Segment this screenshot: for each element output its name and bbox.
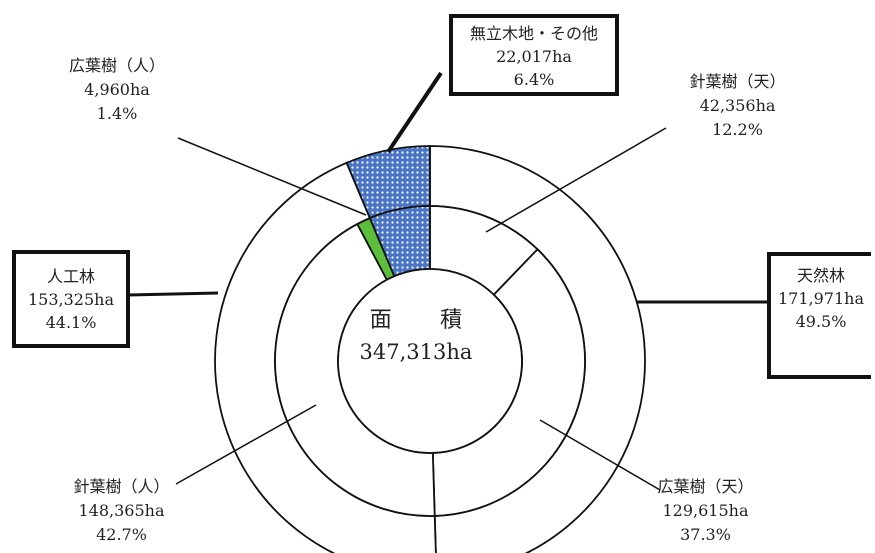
- label-unforested-other: 無立木地・その他 22,017ha 6.4%: [449, 14, 619, 96]
- label-unforested-name: 無立木地・その他: [469, 24, 598, 43]
- label-bn-name: 広葉樹（天）: [657, 477, 754, 496]
- label-bp-area: 4,960ha: [84, 80, 150, 99]
- label-unforested-percent: 6.4%: [513, 70, 555, 89]
- label-natural-name: 天然林: [796, 266, 845, 285]
- label-planted-percent: 44.1%: [45, 313, 97, 332]
- label-broadleaf-planted: 広葉樹（人） 4,960ha 1.4%: [42, 54, 192, 126]
- label-conifer-planted: 針葉樹（人） 148,365ha 42.7%: [44, 475, 199, 547]
- label-planted-area: 153,325ha: [27, 290, 114, 309]
- label-planted-forest: 人工林 153,325ha 44.1%: [12, 250, 130, 348]
- center-title: 面 積: [369, 308, 476, 333]
- label-bn-percent: 37.3%: [680, 525, 731, 544]
- center-hole: [337, 268, 523, 454]
- label-natural-percent: 49.5%: [795, 312, 847, 331]
- label-cp-area: 148,365ha: [78, 501, 165, 520]
- center-label: 面 積 347,313ha: [331, 305, 501, 367]
- label-natural-forest: 天然林 171,971ha 49.5%: [767, 252, 871, 379]
- label-broadleaf-natural: 広葉樹（天） 129,615ha 37.3%: [628, 475, 783, 547]
- label-cn-area: 42,356ha: [699, 96, 776, 115]
- label-cn-percent: 12.2%: [712, 120, 763, 139]
- label-planted-name: 人工林: [46, 267, 95, 286]
- label-bn-area: 129,615ha: [662, 501, 749, 520]
- label-unforested-area: 22,017ha: [496, 47, 572, 66]
- center-total: 347,313ha: [359, 340, 473, 364]
- label-cn-name: 針葉樹（天）: [689, 72, 786, 91]
- label-conifer-natural: 針葉樹（天） 42,356ha 12.2%: [660, 70, 815, 142]
- label-natural-area: 171,971ha: [777, 289, 864, 308]
- label-cp-percent: 42.7%: [96, 525, 147, 544]
- label-bp-percent: 1.4%: [96, 104, 138, 123]
- label-bp-name: 広葉樹（人）: [68, 56, 165, 75]
- label-cp-name: 針葉樹（人）: [73, 477, 170, 496]
